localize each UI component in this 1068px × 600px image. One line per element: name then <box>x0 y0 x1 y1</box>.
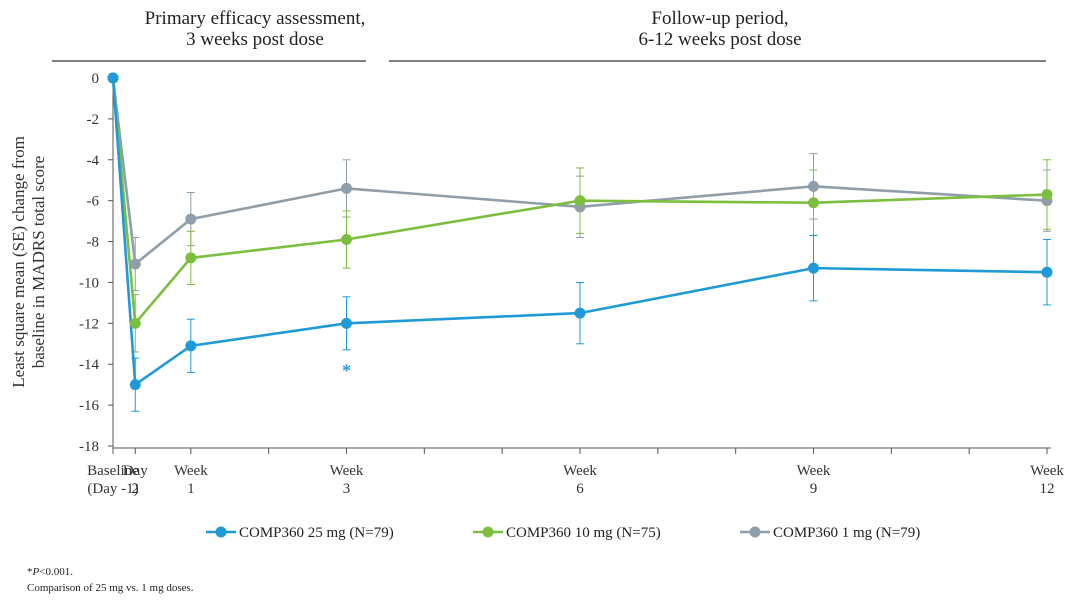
y-tick-label: -18 <box>79 439 99 455</box>
series-1-point <box>341 234 352 246</box>
x-tick-label: 3 <box>343 481 351 497</box>
x-tick-label: 12 <box>1040 481 1055 497</box>
series-1-point <box>1041 189 1053 201</box>
y-tick-label: -8 <box>87 235 100 251</box>
x-tick-label: Week <box>797 463 831 479</box>
x-tick-label: Baseline <box>87 463 139 479</box>
significance-footnote-p: P <box>32 566 40 578</box>
primary-efficacy-label-line1: Primary efficacy assessment, <box>144 8 366 29</box>
legend-label: COMP360 1 mg (N=79) <box>773 525 920 541</box>
y-tick-label: -4 <box>87 153 100 169</box>
series-0-point <box>185 340 197 352</box>
y-tick-label: -12 <box>79 316 99 332</box>
x-tick-label: 9 <box>810 481 818 497</box>
legend-label: COMP360 10 mg (N=75) <box>506 525 661 541</box>
x-tick-label: (Day -1) <box>87 481 138 497</box>
y-tick-label: -16 <box>79 398 99 414</box>
x-tick-label: 2 <box>131 481 139 497</box>
y-tick-label: -2 <box>87 112 100 128</box>
significance-footnote-rest: <0.001. <box>39 566 73 578</box>
series-2-point <box>129 258 141 270</box>
x-tick-label: Week <box>1030 463 1064 479</box>
series-0-point <box>574 307 586 319</box>
series-2-point <box>808 180 819 192</box>
significance-marker: * <box>342 360 351 380</box>
x-tick-label: Week <box>174 463 208 479</box>
significance-footnote-prefix: * <box>27 566 33 578</box>
x-tick-label: 6 <box>576 481 584 497</box>
legend-swatch-marker <box>482 526 494 538</box>
series-2-point <box>185 213 197 225</box>
series-0-point <box>1041 266 1053 278</box>
y-tick-label: -10 <box>79 275 99 291</box>
y-tick-label: -6 <box>87 194 100 210</box>
legend-label: COMP360 25 mg (N=79) <box>239 525 394 541</box>
significance-footnote: *P<0.001. <box>27 566 73 578</box>
y-tick-label: 0 <box>92 71 100 87</box>
y-tick-label: -14 <box>79 357 99 373</box>
comparison-footnote: Comparison of 25 mg vs. 1 mg doses. <box>27 582 194 594</box>
primary-efficacy-label-line2: 3 weeks post dose <box>186 29 324 50</box>
x-tick-label: Week <box>330 463 364 479</box>
y-axis-title-line2: baseline in MADRS total score <box>29 156 48 368</box>
series-1-point <box>574 195 586 207</box>
follow-up-label-line1: Follow-up period, <box>651 8 789 29</box>
legend-swatch-marker <box>215 526 227 538</box>
follow-up-label: Follow-up period, 6-12 weeks post dose <box>560 8 880 50</box>
x-tick-label: 1 <box>187 481 195 497</box>
primary-efficacy-label: Primary efficacy assessment, 3 weeks pos… <box>90 8 420 50</box>
series-0-point <box>808 262 819 274</box>
series-0-point <box>129 379 141 391</box>
x-tick-label: Day <box>123 463 148 479</box>
series-1-point <box>808 197 819 209</box>
y-axis-title: Least square mean (SE) change frombaseli… <box>9 136 48 388</box>
series-1-point <box>129 317 141 329</box>
series-0-point <box>107 72 119 84</box>
legend-swatch-marker <box>749 526 761 538</box>
series-0-point <box>341 317 352 329</box>
series-2-point <box>341 182 352 194</box>
y-axis-title-line1: Least square mean (SE) change from <box>9 136 28 388</box>
series-1-point <box>185 252 197 264</box>
x-tick-label: Week <box>563 463 597 479</box>
follow-up-label-line2: 6-12 weeks post dose <box>638 29 802 50</box>
